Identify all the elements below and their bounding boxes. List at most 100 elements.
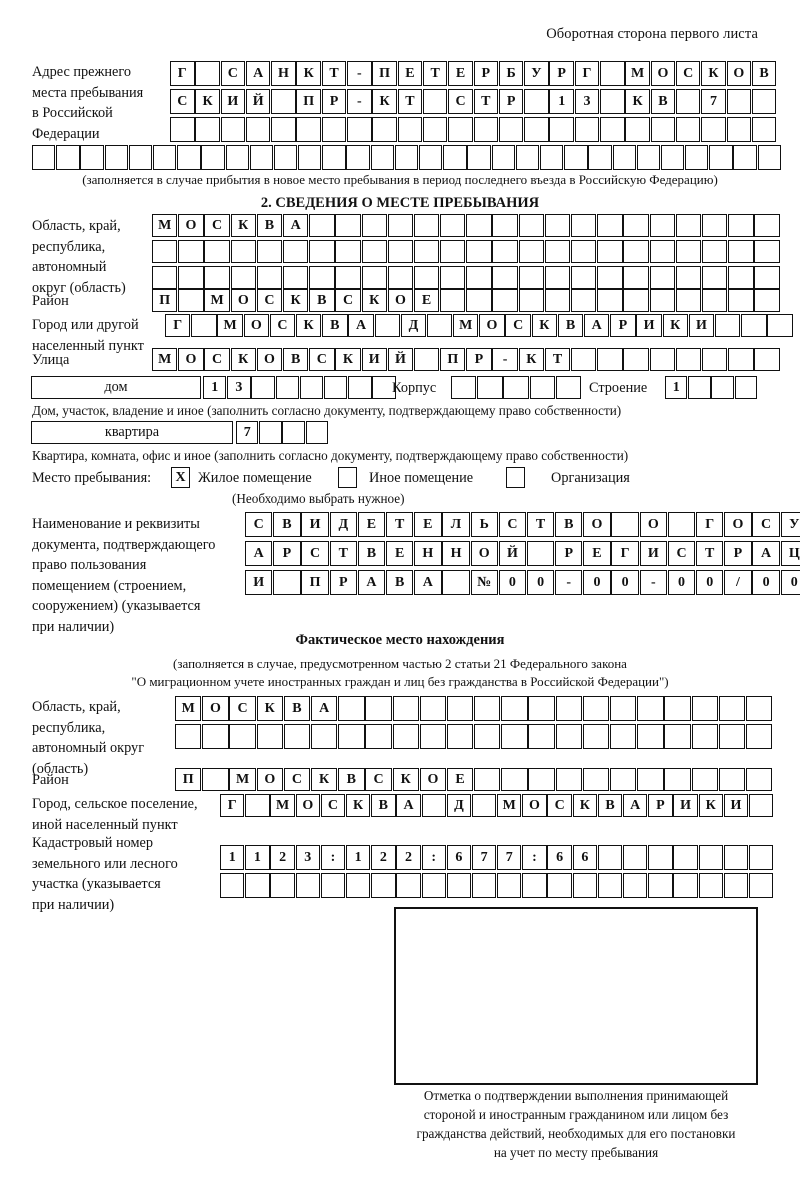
char-cell[interactable]: П — [440, 348, 466, 371]
char-cell[interactable]: Г — [574, 61, 600, 86]
char-cell[interactable] — [528, 724, 555, 749]
char-cell[interactable] — [413, 266, 440, 289]
char-cell[interactable] — [201, 145, 225, 170]
char-cell[interactable] — [348, 376, 372, 399]
char-cell[interactable] — [371, 873, 396, 898]
char-cell[interactable]: В — [338, 768, 365, 791]
char-cell[interactable]: А — [348, 314, 374, 337]
char-cell[interactable] — [345, 873, 371, 898]
char-cell[interactable]: 0 — [526, 570, 555, 595]
char-cell[interactable]: И — [639, 541, 668, 566]
char-cell[interactable]: В — [309, 289, 335, 312]
char-cell[interactable] — [492, 266, 518, 289]
char-cell[interactable]: Е — [397, 61, 423, 86]
char-cell[interactable]: М — [204, 289, 230, 312]
char-cell[interactable]: 0 — [752, 570, 780, 595]
korpus-boxes[interactable] — [451, 376, 582, 399]
char-cell[interactable]: 2 — [371, 845, 396, 870]
char-cell[interactable]: 0 — [667, 570, 696, 595]
char-cell[interactable] — [387, 266, 414, 289]
char-cell[interactable] — [394, 145, 419, 170]
char-cell[interactable] — [422, 89, 448, 114]
char-cell[interactable]: А — [623, 794, 648, 817]
char-cell[interactable] — [275, 376, 299, 399]
char-cell[interactable] — [397, 117, 423, 142]
char-cell[interactable]: П — [296, 89, 321, 114]
char-cell[interactable] — [335, 266, 361, 289]
char-cell[interactable]: Г — [165, 314, 191, 337]
char-cell[interactable] — [688, 376, 711, 399]
char-cell[interactable]: В — [650, 89, 676, 114]
char-cell[interactable]: 1 — [345, 845, 371, 870]
char-cell[interactable]: 1 — [665, 376, 688, 399]
char-cell[interactable]: Р — [466, 348, 492, 371]
char-cell[interactable] — [723, 845, 749, 870]
char-cell[interactable] — [365, 696, 392, 721]
char-cell[interactable] — [745, 724, 773, 749]
char-cell[interactable]: Е — [413, 289, 440, 312]
char-cell[interactable] — [611, 512, 639, 537]
char-cell[interactable]: И — [636, 314, 662, 337]
char-cell[interactable]: О — [387, 289, 414, 312]
char-cell[interactable] — [175, 724, 202, 749]
char-cell[interactable] — [571, 289, 597, 312]
char-cell[interactable] — [544, 240, 571, 263]
char-cell[interactable]: Г — [696, 512, 724, 537]
char-cell[interactable]: Т — [385, 512, 414, 537]
char-cell[interactable]: О — [202, 696, 229, 721]
char-cell[interactable] — [152, 266, 178, 289]
char-cell[interactable] — [701, 348, 728, 371]
char-cell[interactable]: О — [178, 214, 204, 237]
char-cell[interactable]: В — [555, 512, 583, 537]
char-cell[interactable] — [245, 117, 271, 142]
char-cell[interactable]: Е — [357, 512, 386, 537]
char-cell[interactable] — [664, 724, 691, 749]
char-cell[interactable]: А — [357, 570, 386, 595]
char-cell[interactable] — [310, 724, 338, 749]
char-cell[interactable]: С — [498, 512, 527, 537]
char-cell[interactable]: К — [296, 61, 321, 86]
char-cell[interactable]: С — [448, 89, 473, 114]
char-cell[interactable] — [104, 145, 128, 170]
char-cell[interactable]: К — [531, 314, 558, 337]
char-cell[interactable]: И — [301, 512, 329, 537]
char-cell[interactable]: О — [583, 512, 611, 537]
char-cell[interactable]: Т — [329, 541, 357, 566]
char-cell[interactable] — [501, 696, 528, 721]
char-cell[interactable] — [648, 873, 673, 898]
char-cell[interactable]: - — [347, 89, 372, 114]
char-cell[interactable] — [649, 266, 675, 289]
char-cell[interactable] — [518, 266, 545, 289]
char-cell[interactable] — [600, 89, 625, 114]
char-cell[interactable]: В — [282, 348, 309, 371]
char-cell[interactable] — [282, 421, 305, 444]
char-cell[interactable]: А — [414, 570, 442, 595]
char-cell[interactable] — [195, 61, 220, 86]
char-cell[interactable] — [754, 214, 780, 237]
char-cell[interactable] — [748, 873, 774, 898]
char-cell[interactable]: Р — [498, 89, 524, 114]
char-cell[interactable]: С — [365, 768, 392, 791]
char-cell[interactable]: У — [780, 512, 800, 537]
char-cell[interactable] — [734, 376, 757, 399]
char-cell[interactable] — [571, 214, 597, 237]
char-cell[interactable]: С — [283, 768, 311, 791]
char-cell[interactable] — [691, 768, 718, 791]
char-cell[interactable] — [295, 873, 320, 898]
char-cell[interactable]: Р — [549, 61, 574, 86]
char-cell[interactable]: : — [320, 845, 346, 870]
char-cell[interactable]: С — [170, 89, 195, 114]
char-cell[interactable] — [698, 873, 723, 898]
char-cell[interactable] — [675, 240, 702, 263]
char-cell[interactable] — [230, 240, 256, 263]
char-cell[interactable]: И — [723, 794, 749, 817]
char-cell[interactable] — [637, 724, 664, 749]
char-cell[interactable] — [446, 873, 472, 898]
char-cell[interactable] — [582, 724, 610, 749]
char-cell[interactable] — [271, 117, 296, 142]
char-cell[interactable] — [361, 240, 387, 263]
prev-address-row-3[interactable] — [170, 117, 777, 142]
char-cell[interactable] — [503, 376, 529, 399]
char-cell[interactable] — [571, 348, 597, 371]
